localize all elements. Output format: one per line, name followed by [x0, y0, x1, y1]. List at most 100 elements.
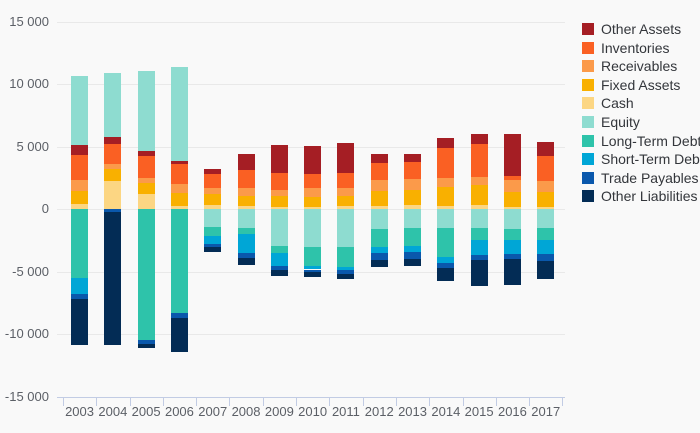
bar-segment-long-term-debt[interactable]	[404, 227, 422, 247]
bar-segment-long-term-debt[interactable]	[437, 227, 455, 258]
bar-segment-long-term-debt[interactable]	[537, 227, 555, 240]
bar-segment-receivables[interactable]	[437, 178, 455, 188]
bar-segment-fixed-assets[interactable]	[304, 196, 322, 207]
bar-segment-other-liabilities[interactable]	[437, 267, 455, 282]
bar-segment-trade-payables[interactable]	[370, 253, 388, 260]
bar-segment-inventories[interactable]	[503, 175, 521, 180]
bar-segment-short-term-debt[interactable]	[337, 267, 355, 271]
bar-segment-short-term-debt[interactable]	[470, 239, 488, 256]
bar-segment-other-assets[interactable]	[170, 161, 188, 164]
bar-segment-fixed-assets[interactable]	[270, 195, 288, 207]
bar-segment-short-term-debt[interactable]	[503, 239, 521, 254]
bar-segment-other-assets[interactable]	[470, 133, 488, 144]
bar-segment-inventories[interactable]	[104, 144, 122, 164]
bar-segment-other-assets[interactable]	[304, 145, 322, 174]
bar-segment-fixed-assets[interactable]	[104, 168, 122, 181]
bar-segment-fixed-assets[interactable]	[370, 190, 388, 206]
bar-segment-other-liabilities[interactable]	[237, 257, 255, 266]
bar-segment-other-assets[interactable]	[437, 137, 455, 148]
bar-segment-inventories[interactable]	[370, 163, 388, 180]
bar-segment-short-term-debt[interactable]	[237, 234, 255, 253]
bar-segment-trade-payables[interactable]	[204, 243, 222, 248]
legend-item-inventories[interactable]: Inventories	[582, 41, 669, 55]
bar-segment-long-term-debt[interactable]	[304, 246, 322, 267]
bar-segment-equity[interactable]	[237, 209, 255, 228]
bar-segment-other-assets[interactable]	[337, 142, 355, 173]
bar-segment-equity[interactable]	[370, 209, 388, 229]
bar-segment-receivables[interactable]	[71, 179, 89, 191]
bar-segment-receivables[interactable]	[270, 190, 288, 196]
bar-segment-trade-payables[interactable]	[170, 313, 188, 318]
bar-segment-other-liabilities[interactable]	[337, 273, 355, 279]
bar-segment-inventories[interactable]	[270, 172, 288, 191]
bar-segment-trade-payables[interactable]	[537, 254, 555, 261]
bar-segment-other-assets[interactable]	[137, 150, 155, 156]
bar-segment-other-assets[interactable]	[237, 153, 255, 170]
bar-segment-equity[interactable]	[404, 209, 422, 228]
bar-segment-other-liabilities[interactable]	[170, 317, 188, 353]
bar-segment-other-assets[interactable]	[71, 145, 89, 156]
bar-segment-fixed-assets[interactable]	[470, 184, 488, 205]
bar-segment-trade-payables[interactable]	[437, 262, 455, 268]
bar-segment-other-liabilities[interactable]	[503, 258, 521, 286]
bar-segment-long-term-debt[interactable]	[237, 227, 255, 235]
bar-segment-equity[interactable]	[470, 209, 488, 229]
bar-segment-cash[interactable]	[104, 181, 122, 210]
bar-segment-short-term-debt[interactable]	[437, 257, 455, 263]
bar-segment-equity[interactable]	[204, 209, 222, 227]
bar-segment-fixed-assets[interactable]	[137, 182, 155, 194]
bar-segment-cash[interactable]	[304, 206, 322, 210]
bar-segment-inventories[interactable]	[337, 172, 355, 188]
bar-segment-trade-payables[interactable]	[137, 339, 155, 344]
bar-segment-equity[interactable]	[304, 209, 322, 247]
bar-segment-other-assets[interactable]	[270, 144, 288, 173]
bar-segment-cash[interactable]	[404, 205, 422, 210]
legend-item-short-term-debt[interactable]: Short-Term Debt	[582, 152, 700, 166]
bar-segment-long-term-debt[interactable]	[204, 226, 222, 236]
bar-segment-receivables[interactable]	[204, 188, 222, 195]
bar-segment-short-term-debt[interactable]	[304, 266, 322, 270]
bar-segment-equity[interactable]	[170, 66, 188, 162]
bar-segment-inventories[interactable]	[170, 163, 188, 184]
bar-segment-other-liabilities[interactable]	[404, 258, 422, 267]
bar-segment-other-liabilities[interactable]	[104, 212, 122, 346]
bar-segment-cash[interactable]	[137, 193, 155, 210]
bar-segment-long-term-debt[interactable]	[270, 246, 288, 253]
bar-segment-cash[interactable]	[71, 204, 89, 210]
bar-segment-receivables[interactable]	[304, 188, 322, 197]
bar-segment-cash[interactable]	[204, 204, 222, 210]
bar-segment-short-term-debt[interactable]	[370, 247, 388, 254]
bar-segment-cash[interactable]	[437, 205, 455, 210]
bar-segment-long-term-debt[interactable]	[71, 209, 89, 278]
bar-segment-cash[interactable]	[503, 207, 521, 210]
bar-segment-trade-payables[interactable]	[304, 269, 322, 273]
bar-segment-other-liabilities[interactable]	[270, 270, 288, 277]
bar-segment-inventories[interactable]	[304, 173, 322, 189]
bar-segment-cash[interactable]	[237, 205, 255, 210]
bar-segment-receivables[interactable]	[503, 180, 521, 192]
bar-segment-equity[interactable]	[104, 73, 122, 138]
bar-segment-cash[interactable]	[537, 207, 555, 210]
bar-segment-long-term-debt[interactable]	[503, 228, 521, 240]
bar-segment-other-liabilities[interactable]	[137, 343, 155, 348]
bar-segment-cash[interactable]	[170, 206, 188, 210]
bar-segment-trade-payables[interactable]	[404, 252, 422, 259]
legend-item-long-term-debt[interactable]: Long-Term Debt	[582, 134, 700, 148]
bar-segment-trade-payables[interactable]	[71, 293, 89, 300]
bar-segment-fixed-assets[interactable]	[204, 194, 222, 205]
bar-segment-fixed-assets[interactable]	[404, 190, 422, 206]
bar-segment-other-assets[interactable]	[537, 142, 555, 156]
bar-segment-trade-payables[interactable]	[270, 266, 288, 271]
bar-segment-trade-payables[interactable]	[503, 253, 521, 259]
legend-item-other-assets[interactable]: Other Assets	[582, 22, 681, 36]
bar-segment-other-liabilities[interactable]	[304, 272, 322, 277]
bar-segment-equity[interactable]	[437, 209, 455, 228]
legend-item-equity[interactable]: Equity	[582, 115, 640, 129]
bar-segment-inventories[interactable]	[437, 147, 455, 178]
bar-segment-fixed-assets[interactable]	[237, 195, 255, 206]
bar-segment-other-assets[interactable]	[404, 153, 422, 163]
bar-segment-equity[interactable]	[71, 75, 89, 146]
legend-item-cash[interactable]: Cash	[582, 96, 634, 110]
bar-segment-other-liabilities[interactable]	[204, 247, 222, 252]
bar-segment-other-liabilities[interactable]	[537, 260, 555, 279]
